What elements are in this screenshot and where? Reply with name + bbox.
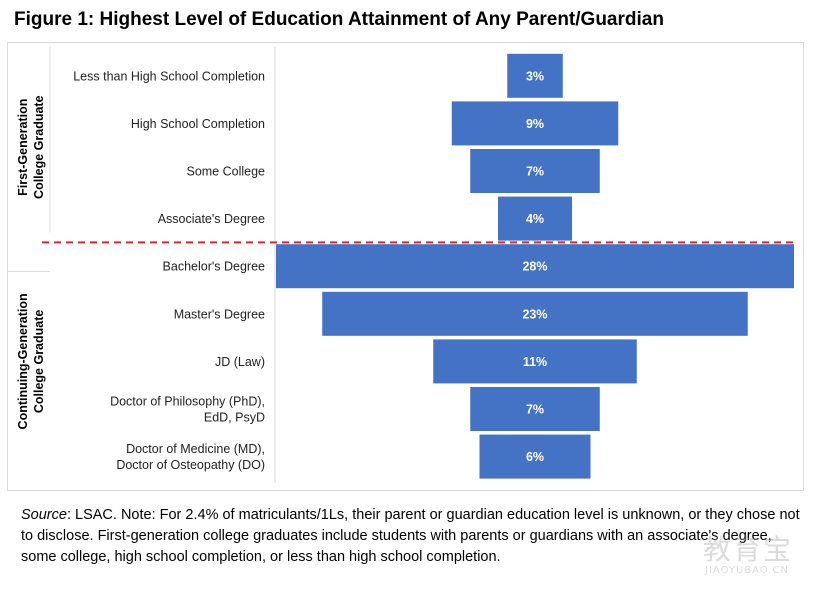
category-label-2: High School Completion [131, 117, 265, 131]
bar-value-label-2: 9% [526, 117, 544, 131]
bar-value-label-5: 28% [522, 260, 547, 274]
bar-2 [451, 101, 619, 146]
group-label-1-line-2: College Graduate [32, 95, 46, 199]
category-label-5: Bachelor's Degree [163, 260, 265, 274]
category-label-6: Master's Degree [174, 307, 265, 321]
bar-value-label-6: 23% [522, 307, 547, 321]
watermark-en: JIAOYUBAO.CN [705, 565, 789, 576]
bar-value-label-7: 11% [523, 355, 547, 369]
category-label-4: Associate's Degree [158, 212, 265, 226]
source-note: Source: LSAC. Note: For 2.4% of matricul… [21, 505, 811, 568]
bar-7 [433, 339, 637, 384]
bar-9 [479, 434, 591, 479]
bar-4 [498, 196, 572, 241]
chart-frame: 3% Less than High School Completion 9% High… [7, 42, 804, 491]
group-label-2-line-2: College Graduate [32, 310, 46, 414]
category-label-9-line-1: Doctor of Medicine (MD), [126, 442, 265, 456]
watermark-cn: 教育宝 [703, 533, 794, 566]
category-label-3: Some College [186, 165, 265, 179]
bar-8 [470, 387, 600, 431]
bar-value-label-8: 7% [526, 403, 544, 417]
figure-title: Figure 1: Highest Level of Education Att… [14, 9, 664, 30]
bar-6 [322, 291, 748, 336]
bar-value-label-4: 4% [526, 212, 544, 226]
watermark-logo: 教育宝 JIAOYUBAO.CN [695, 528, 815, 583]
source-prefix: Source [21, 507, 67, 523]
group-label-2-line-1: Continuing-Generation [16, 293, 30, 429]
bar-5 [276, 244, 794, 289]
bar-3 [470, 149, 600, 193]
category-label-8-line-1: Doctor of Philosophy (PhD), [110, 395, 265, 409]
funnel-chart: 3% Less than High School Completion 9% High… [8, 47, 798, 483]
category-label-8-line-2: EdD, PsyD [204, 411, 265, 425]
group-label-1-line-1: First-Generation [16, 99, 30, 196]
bar-value-label-9: 6% [526, 450, 544, 464]
bar-value-label-1: 3% [526, 69, 544, 83]
category-label-9-line-2: Doctor of Osteopathy (DO) [116, 458, 265, 472]
source-text: : LSAC. Note: For 2.4% of matriculants/1… [21, 507, 800, 565]
bar-value-label-3: 7% [526, 165, 544, 179]
category-label-7: JD (Law) [215, 355, 265, 369]
category-label-1: Less than High School Completion [73, 69, 265, 83]
bar-1 [507, 53, 563, 98]
